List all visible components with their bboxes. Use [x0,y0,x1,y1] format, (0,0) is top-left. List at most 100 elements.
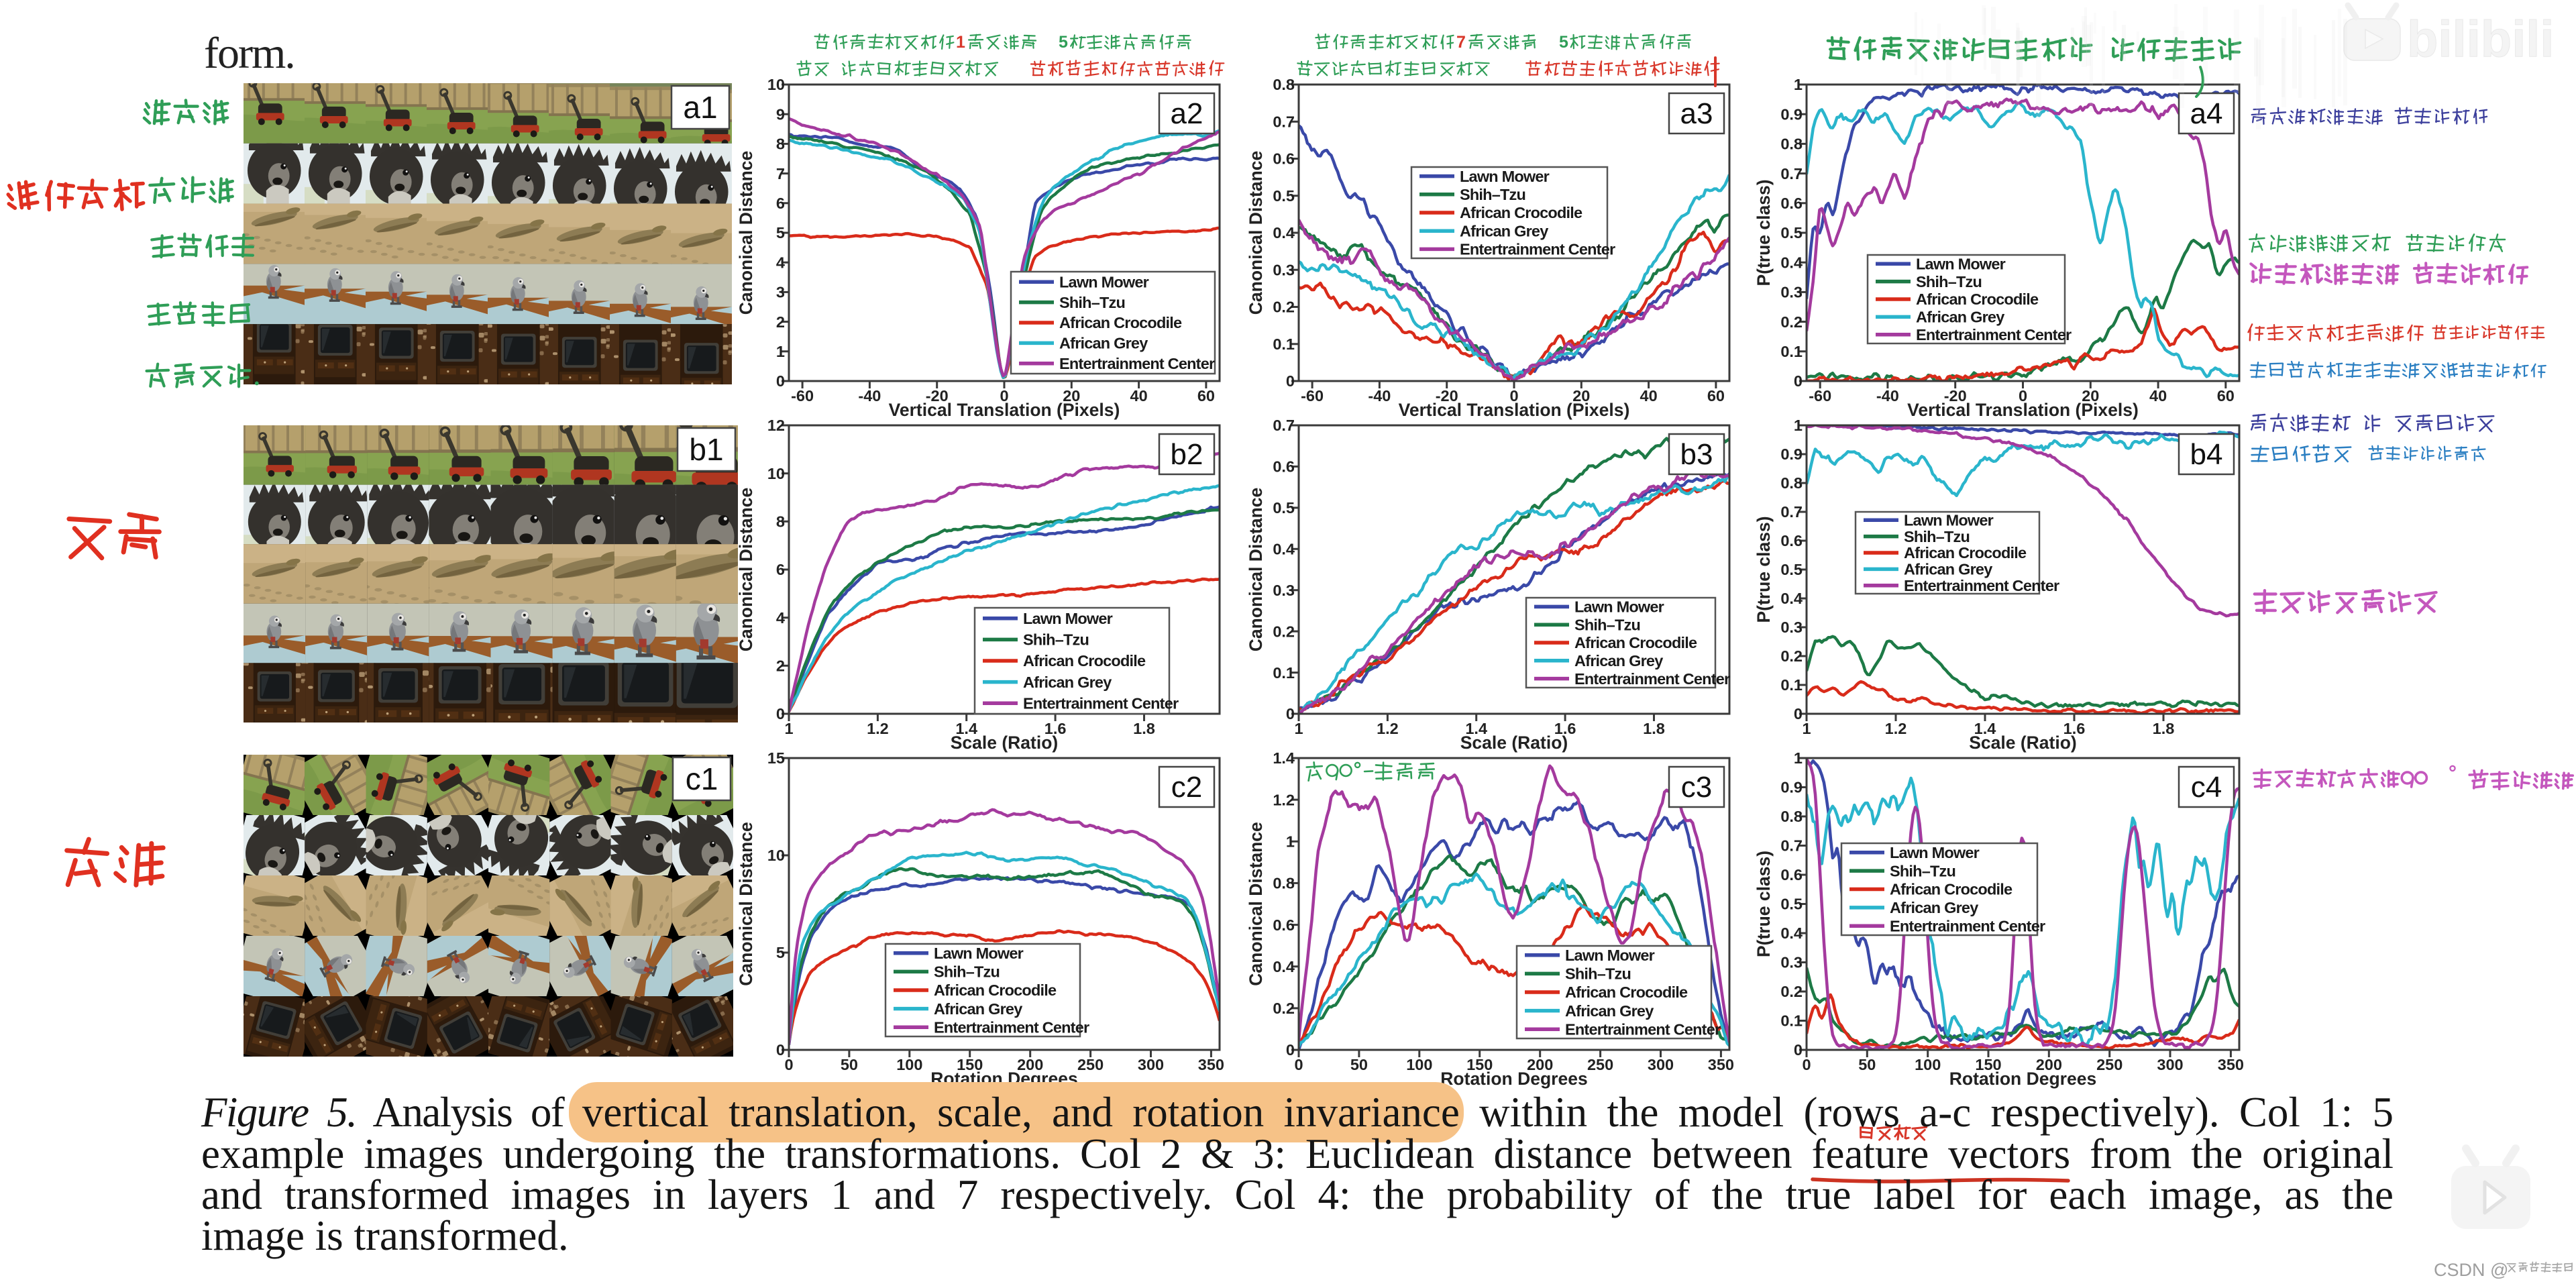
svg-text:0.1: 0.1 [1780,343,1803,360]
svg-text:0.5: 0.5 [1780,896,1803,913]
svg-text:-20: -20 [1944,387,1967,405]
svg-text:Rotation Degrees: Rotation Degrees [1440,1069,1587,1089]
svg-text:b3: b3 [1680,438,1713,471]
svg-text:Entertrainment Center: Entertrainment Center [1904,577,2059,594]
svg-text:20: 20 [1572,387,1590,405]
svg-text:1: 1 [1794,749,1803,767]
svg-text:0.3: 0.3 [1273,582,1295,599]
svg-text:0.1: 0.1 [1273,664,1295,682]
svg-text:0.3: 0.3 [1780,619,1803,636]
svg-text:5: 5 [776,224,785,242]
svg-text:Scale (Ratio): Scale (Ratio) [1969,733,2077,753]
svg-text:Entertrainment Center: Entertrainment Center [934,1018,1089,1036]
svg-text:40: 40 [2149,387,2167,405]
svg-text:5: 5 [776,944,785,961]
svg-text:Lawn Mower: Lawn Mower [1059,273,1149,290]
svg-text:Vertical Translation (Pixels): Vertical Translation (Pixels) [1399,400,1630,420]
svg-text:African Crocodile: African Crocodile [934,981,1057,999]
svg-text:African Crocodile: African Crocodile [1904,544,2027,561]
svg-text:7: 7 [1456,33,1466,52]
svg-text:15: 15 [767,749,785,767]
svg-text:African Grey: African Grey [1460,222,1548,239]
svg-text:-60: -60 [1301,387,1324,405]
svg-text:1.6: 1.6 [1044,720,1067,737]
svg-text:1.6: 1.6 [2063,720,2086,737]
svg-text:0: 0 [1794,705,1803,723]
svg-text:-60: -60 [1809,387,1831,405]
svg-text:0.1: 0.1 [1780,676,1803,694]
svg-text:Scale (Ratio): Scale (Ratio) [1460,733,1568,753]
svg-text:1: 1 [956,33,965,52]
svg-text:1: 1 [1794,417,1803,434]
svg-text:African Crocodile: African Crocodile [1574,634,1697,651]
svg-text:0.4: 0.4 [1273,958,1295,975]
svg-text:1.4: 1.4 [1465,720,1487,737]
svg-text:0.5: 0.5 [1780,224,1803,242]
svg-text:c3: c3 [1681,771,1712,804]
svg-text:Shih–Tzu: Shih–Tzu [1904,528,1970,545]
svg-text:P(true class): P(true class) [1754,516,1774,623]
svg-text:1.4: 1.4 [955,720,977,737]
svg-text:0.3: 0.3 [1780,284,1803,301]
svg-text:0.6: 0.6 [1273,916,1295,934]
svg-text:0.5: 0.5 [1273,187,1295,205]
svg-text:P(true class): P(true class) [1754,179,1774,286]
svg-text:6: 6 [776,561,785,578]
svg-text:African Grey: African Grey [1023,674,1112,691]
svg-text:Canonical Distance: Canonical Distance [1246,151,1266,315]
svg-text:0: 0 [1000,387,1008,405]
svg-text:0.9: 0.9 [1780,445,1803,463]
svg-text:4: 4 [776,609,785,627]
svg-text:-20: -20 [1436,387,1458,405]
svg-text:5: 5 [1059,33,1068,52]
svg-text:1.2: 1.2 [867,720,889,737]
svg-text:0: 0 [784,1056,793,1073]
svg-text:African Crocodile: African Crocodile [1460,204,1582,221]
svg-text:350: 350 [1708,1056,1734,1073]
svg-text:0.4: 0.4 [1780,254,1803,271]
svg-text:African Grey: African Grey [1890,899,1978,916]
svg-text:20: 20 [1063,387,1080,405]
svg-text:African Crocodile: African Crocodile [1916,290,2039,308]
svg-text:Lawn Mower: Lawn Mower [934,945,1024,962]
svg-text:0: 0 [1294,1056,1303,1073]
svg-text:20: 20 [2082,387,2099,405]
svg-text:1.8: 1.8 [1133,720,1155,737]
svg-text:0.6: 0.6 [1780,532,1803,549]
svg-text:10: 10 [767,76,785,93]
svg-text:60: 60 [1707,387,1725,405]
svg-text:0.2: 0.2 [1273,623,1295,640]
svg-text:Lawn Mower: Lawn Mower [1574,598,1664,616]
svg-text:Canonical Distance: Canonical Distance [736,488,756,651]
svg-text:0.9: 0.9 [1780,105,1803,123]
svg-text:50: 50 [1858,1056,1876,1073]
svg-text:-40: -40 [1368,387,1391,405]
svg-text:5: 5 [1559,33,1568,52]
svg-text:8: 8 [776,136,785,153]
svg-text:1: 1 [1802,720,1811,737]
svg-text:Vertical Translation (Pixels): Vertical Translation (Pixels) [889,400,1120,420]
svg-text:Shih–Tzu: Shih–Tzu [1565,965,1631,983]
svg-text:c4: c4 [2191,771,2222,804]
svg-text:50: 50 [841,1056,858,1073]
svg-text:0: 0 [1802,1056,1811,1073]
svg-text:0.7: 0.7 [1780,503,1803,521]
svg-text:African Grey: African Grey [1916,309,2004,326]
svg-text:-20: -20 [926,387,949,405]
svg-text:c1: c1 [686,761,718,796]
svg-text:3: 3 [776,284,785,301]
svg-text:Lawn Mower: Lawn Mower [1904,511,1994,529]
svg-text:0.2: 0.2 [1780,983,1803,1000]
svg-text:1: 1 [776,343,785,360]
svg-text:1: 1 [784,720,793,737]
svg-text:6: 6 [776,195,785,212]
svg-text:1.8: 1.8 [2153,720,2175,737]
svg-text:10: 10 [767,847,785,864]
svg-text:2: 2 [776,313,785,331]
svg-text:300: 300 [1648,1056,1674,1073]
svg-text:200: 200 [2036,1056,2062,1073]
svg-text:0.7: 0.7 [1780,165,1803,182]
svg-text:4: 4 [776,254,785,271]
svg-text:300: 300 [1138,1056,1164,1073]
svg-text:Shih–Tzu: Shih–Tzu [1574,616,1640,633]
